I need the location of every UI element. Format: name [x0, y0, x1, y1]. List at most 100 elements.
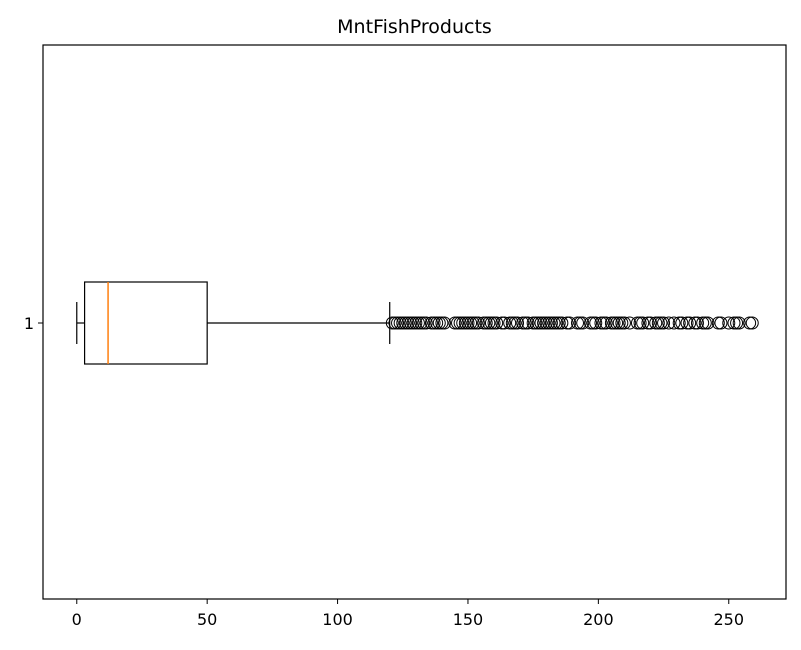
outlier-point	[732, 316, 746, 330]
outlier-point	[683, 316, 697, 330]
outlier-point	[424, 316, 438, 330]
outlier-point	[464, 316, 478, 330]
outlier-point	[672, 316, 686, 330]
outlier-point	[542, 316, 556, 330]
outlier-point	[667, 316, 681, 330]
outlier-point	[630, 316, 644, 330]
outlier-point	[451, 316, 465, 330]
outlier-point	[544, 316, 558, 330]
outlier-point	[727, 316, 741, 330]
outlier-point	[482, 316, 496, 330]
outlier-point	[607, 316, 621, 330]
outlier-point	[696, 316, 710, 330]
outlier-point	[435, 316, 449, 330]
x-axis: 0 50 100 150 200 250	[72, 599, 744, 629]
outlier-point	[560, 316, 574, 330]
outlier-point	[690, 316, 704, 330]
outlier-point	[612, 316, 626, 330]
outlier-point	[547, 316, 561, 330]
outlier-point	[396, 316, 410, 330]
outlier-point	[586, 316, 600, 330]
y-tick-label: 1	[24, 314, 34, 333]
outlier-point	[490, 316, 504, 330]
outlier-point	[589, 316, 603, 330]
outlier-point	[427, 316, 441, 330]
outlier-point	[411, 316, 425, 330]
outlier-point	[584, 316, 598, 330]
outlier-point	[688, 316, 702, 330]
iqr-box	[83, 281, 208, 365]
outlier-point	[654, 316, 668, 330]
outlier-point	[570, 316, 584, 330]
outlier-point	[521, 316, 535, 330]
outlier-point	[453, 316, 467, 330]
x-tick-label: 0	[72, 610, 82, 629]
outlier-point	[745, 316, 759, 330]
outlier-point	[641, 316, 655, 330]
outlier-point	[487, 316, 501, 330]
outlier-point	[385, 316, 399, 330]
outlier-point	[526, 316, 540, 330]
outlier-point	[743, 316, 757, 330]
axes-frame	[42, 44, 787, 600]
outlier-point	[711, 316, 725, 330]
x-tick-label: 200	[583, 610, 614, 629]
outlier-point	[437, 316, 451, 330]
outlier-point	[550, 316, 564, 330]
outlier-point	[698, 316, 712, 330]
outlier-point	[391, 316, 405, 330]
outlier-point	[534, 316, 548, 330]
outlier-point	[406, 316, 420, 330]
outlier-point	[701, 316, 715, 330]
outlier-point	[471, 316, 485, 330]
outlier-point	[419, 316, 433, 330]
y-axis: 1	[24, 314, 43, 333]
outlier-point	[714, 316, 728, 330]
outlier-point	[636, 316, 650, 330]
chart-title: MntFishProducts	[337, 16, 492, 38]
outlier-point	[576, 316, 590, 330]
outlier-point	[388, 316, 402, 330]
outlier-point	[456, 316, 470, 330]
outlier-point	[448, 316, 462, 330]
outlier-point	[458, 316, 472, 330]
outlier-point	[617, 316, 631, 330]
outlier-point	[623, 316, 637, 330]
outlier-point	[649, 316, 663, 330]
outlier-point	[615, 316, 629, 330]
outlier-point	[594, 316, 608, 330]
outlier-point	[409, 316, 423, 330]
outlier-point	[552, 316, 566, 330]
outlier-point	[662, 316, 676, 330]
x-tick-label: 150	[453, 610, 484, 629]
outlier-point	[477, 316, 491, 330]
outlier-point	[484, 316, 498, 330]
outlier-point	[432, 316, 446, 330]
plot-area	[76, 281, 759, 365]
outlier-point	[503, 316, 517, 330]
outlier-point	[414, 316, 428, 330]
outlier-point	[573, 316, 587, 330]
outlier-point	[497, 316, 511, 330]
outlier-point	[511, 316, 525, 330]
outlier-point	[508, 316, 522, 330]
outlier-point	[651, 316, 665, 330]
outlier-point	[469, 316, 483, 330]
outlier-point	[393, 316, 407, 330]
outlier-point	[531, 316, 545, 330]
outlier-point	[518, 316, 532, 330]
outlier-point	[539, 316, 553, 330]
outlier-point	[398, 316, 412, 330]
outlier-point	[675, 316, 689, 330]
x-tick-label: 250	[713, 610, 744, 629]
outlier-point	[516, 316, 530, 330]
outlier-point	[597, 316, 611, 330]
outlier-point	[633, 316, 647, 330]
outlier-point	[555, 316, 569, 330]
outlier-point	[599, 316, 613, 330]
outlier-point	[461, 316, 475, 330]
outlier-point	[730, 316, 744, 330]
outlier-point	[657, 316, 671, 330]
x-tick-label: 100	[322, 610, 353, 629]
